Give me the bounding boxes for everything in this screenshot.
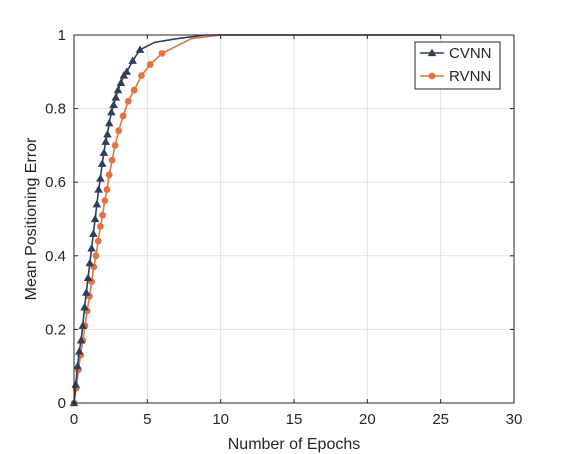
data-point-rvnn: [103, 186, 111, 193]
legend-box: [414, 41, 501, 90]
data-point-cvnn: [113, 85, 123, 94]
legend: CVNN RVNN: [414, 41, 501, 90]
data-point-cvnn: [97, 159, 107, 167]
data-point-cvnn: [80, 302, 89, 311]
data-point-cvnn: [82, 288, 91, 296]
data-point-cvnn: [76, 336, 86, 344]
legend-label: CVNN: [449, 45, 492, 62]
data-point-rvnn: [99, 211, 106, 219]
data-point-cvnn: [96, 174, 105, 182]
data-point-cvnn: [103, 129, 112, 138]
legend-swatch-marker: [427, 48, 437, 57]
series-cvnn: [69, 34, 441, 407]
data-point-rvnn: [158, 50, 166, 57]
data-point-cvnn: [107, 107, 116, 116]
data-point-rvnn: [108, 156, 116, 164]
data-point-cvnn: [135, 45, 145, 53]
data-point-rvnn: [124, 97, 132, 105]
data-point-cvnn: [94, 185, 103, 193]
data-point-cvnn: [90, 214, 100, 223]
series-layer: [69, 34, 441, 407]
y-axis-label: Mean Positioning Error: [23, 137, 40, 300]
x-axis-label: Number of Epochs: [228, 436, 361, 453]
data-point-cvnn: [89, 229, 98, 237]
x-tick-label: 5: [143, 411, 151, 428]
tick-labels: 0 5 10 15 20 25 30 0 0.2 0.4 0.6 0.8 1: [45, 27, 522, 428]
data-point-cvnn: [85, 258, 95, 267]
x-tick-label: 0: [70, 411, 78, 428]
y-tick-label: 0.6: [45, 174, 66, 191]
y-tick-label: 0.8: [45, 101, 66, 118]
legend-swatch-marker: [428, 72, 436, 80]
x-tick-label: 20: [359, 411, 376, 428]
data-point-cvnn: [119, 71, 129, 79]
data-point-rvnn: [101, 197, 109, 205]
y-tick-label: 1: [58, 27, 66, 44]
data-point-cvnn: [101, 137, 110, 145]
data-point-rvnn: [105, 171, 113, 179]
data-point-cvnn: [78, 321, 88, 329]
x-tick-label: 10: [212, 411, 229, 428]
y-tick-label: 0.2: [45, 321, 66, 338]
data-point-rvnn: [97, 222, 104, 230]
data-point-cvnn: [87, 244, 96, 252]
data-point-cvnn: [111, 93, 121, 101]
data-point-cvnn: [99, 148, 109, 156]
y-tick-label: 0: [58, 395, 66, 412]
legend-label: RVNN: [449, 68, 491, 85]
x-tick-label: 25: [432, 411, 449, 428]
data-point-rvnn: [130, 86, 138, 94]
data-point-rvnn: [115, 127, 123, 135]
data-point-cvnn: [73, 361, 82, 370]
data-point-rvnn: [146, 61, 154, 68]
data-point-rvnn: [138, 72, 145, 79]
data-point-rvnn: [94, 237, 102, 245]
x-tick-label: 30: [506, 411, 523, 428]
data-point-cvnn: [116, 78, 126, 86]
y-tick-label: 0.4: [45, 248, 66, 265]
data-point-cvnn: [83, 273, 93, 281]
data-point-rvnn: [92, 252, 100, 260]
data-point-cvnn: [128, 56, 137, 64]
data-point-cvnn: [122, 67, 132, 75]
data-point-cvnn: [74, 347, 84, 355]
data-point-cvnn: [92, 199, 102, 208]
data-point-rvnn: [119, 112, 127, 120]
data-point-cvnn: [104, 118, 114, 127]
x-tick-label: 15: [286, 411, 303, 428]
data-point-cvnn: [109, 100, 118, 109]
data-point-rvnn: [111, 141, 119, 149]
series-rvnn: [70, 34, 441, 407]
ticks: [73, 34, 515, 404]
